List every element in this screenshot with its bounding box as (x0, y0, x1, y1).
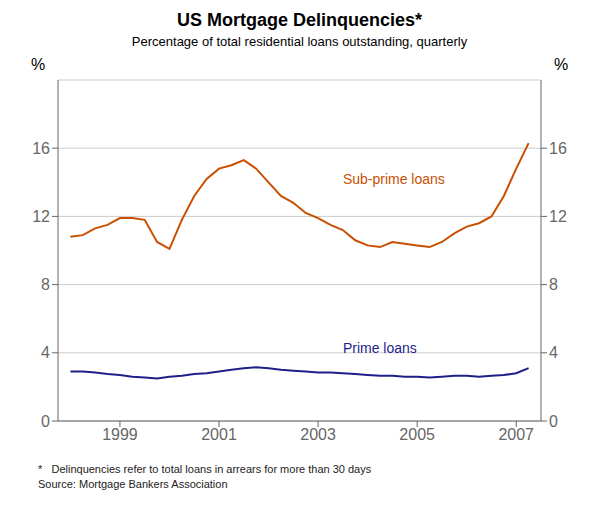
svg-text:1999: 1999 (102, 426, 138, 443)
svg-text:2005: 2005 (399, 426, 435, 443)
svg-text:8: 8 (549, 276, 558, 293)
svg-text:%: % (554, 56, 568, 73)
svg-text:Sub-prime loans: Sub-prime loans (343, 171, 445, 187)
svg-text:%: % (31, 56, 45, 73)
svg-text:0: 0 (41, 413, 50, 430)
svg-text:2001: 2001 (201, 426, 237, 443)
svg-text:Prime loans: Prime loans (343, 340, 417, 356)
svg-text:12: 12 (32, 208, 50, 225)
html-text:US Mortgage Delinquencies*: US Mortgage Delinquencies* (177, 10, 422, 30)
html-text:Percentage of total residentia: Percentage of total residential loans ou… (131, 34, 468, 49)
svg-text:0: 0 (549, 413, 558, 430)
svg-text:4: 4 (549, 344, 558, 361)
svg-text:2003: 2003 (300, 426, 336, 443)
svg-text:16: 16 (32, 140, 50, 157)
svg-text:2007: 2007 (498, 426, 534, 443)
svg-text:12: 12 (549, 208, 567, 225)
svg-text:8: 8 (41, 276, 50, 293)
svg-text:4: 4 (41, 344, 50, 361)
html-text:* Delinquencies refer to total: * Delinquencies refer to total loans in … (38, 463, 372, 490)
svg-text:16: 16 (549, 140, 567, 157)
